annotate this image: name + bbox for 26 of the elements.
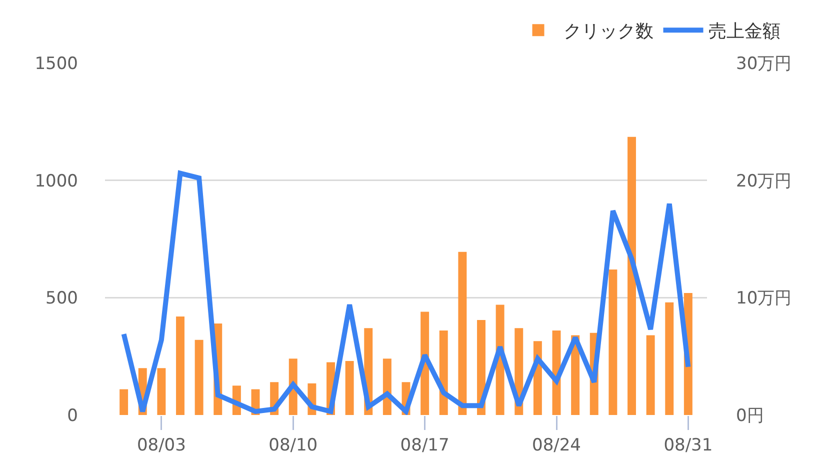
bar — [646, 335, 655, 415]
bar — [157, 368, 166, 415]
x-tick-label: 08/31 — [664, 435, 713, 456]
bar — [194, 340, 204, 415]
bar — [439, 330, 448, 415]
y2-tick-label: 0円 — [736, 406, 764, 426]
y-tick-label: 0 — [67, 406, 78, 426]
legend-label: 売上金額 — [708, 21, 780, 42]
bar — [120, 389, 128, 415]
x-tick-label: 08/03 — [136, 435, 186, 456]
y2-tick-label: 20万円 — [736, 171, 792, 192]
bar — [176, 316, 184, 415]
bar — [345, 361, 354, 415]
x-tick-label: 08/10 — [268, 435, 318, 456]
y2-tick-label: 30万円 — [736, 54, 792, 74]
y-tick-label: 1000 — [34, 171, 78, 192]
bar — [608, 270, 618, 415]
legend-label: クリック数 — [563, 21, 654, 42]
x-tick-label: 08/24 — [532, 435, 581, 456]
y-tick-label: 500 — [46, 288, 78, 309]
x-tick-label: 08/17 — [400, 435, 450, 456]
y2-tick-label: 10万円 — [736, 288, 792, 309]
bar — [665, 302, 674, 415]
bar — [458, 252, 467, 415]
y-tick-label: 1500 — [34, 54, 78, 74]
bar — [628, 136, 636, 415]
